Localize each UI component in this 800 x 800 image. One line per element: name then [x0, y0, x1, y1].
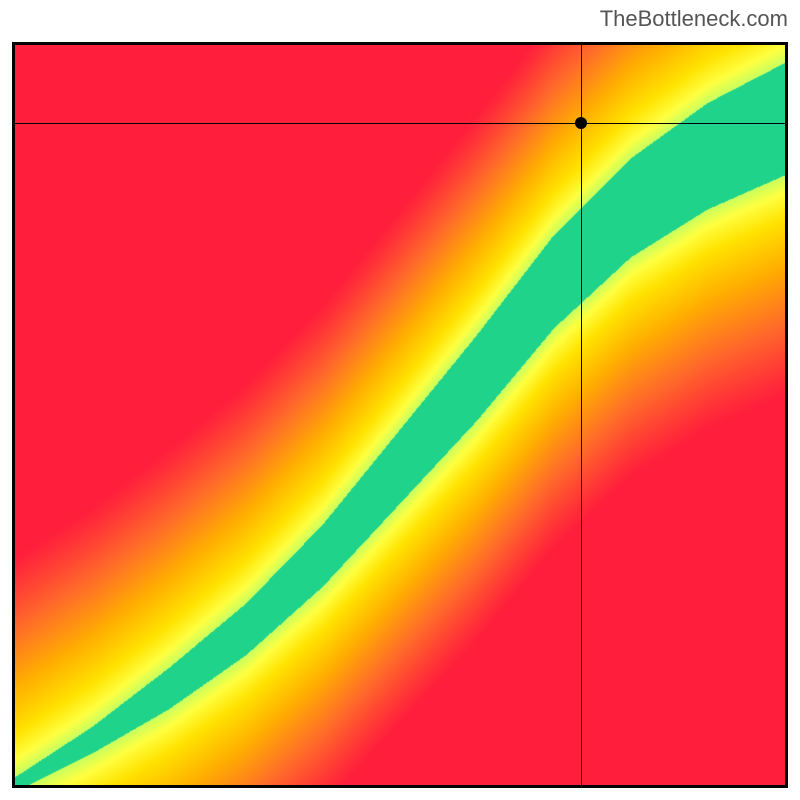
plot-frame: [12, 42, 788, 788]
plot-area: [15, 45, 785, 785]
bottleneck-heatmap: [15, 45, 785, 785]
crosshair-horizontal: [15, 123, 785, 124]
watermark-text: TheBottleneck.com: [600, 6, 788, 32]
crosshair-vertical: [581, 45, 582, 785]
selection-marker-dot: [575, 117, 587, 129]
